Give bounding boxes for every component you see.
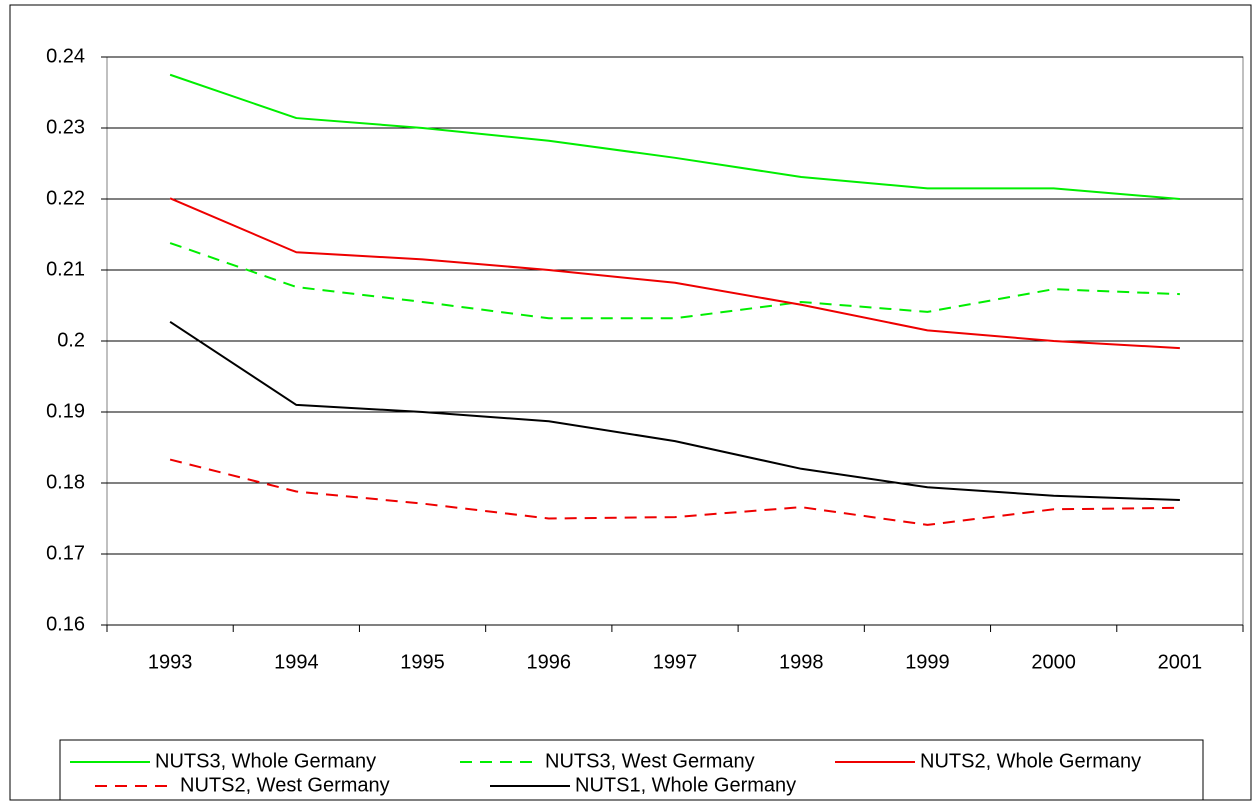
x-tick-label: 1998 [779, 651, 824, 673]
x-tick-label: 1996 [527, 651, 572, 673]
y-tick-label: 0.19 [46, 400, 85, 422]
x-tick-label: 2000 [1031, 651, 1076, 673]
legend-label: NUTS3, West Germany [545, 750, 755, 772]
y-tick-label: 0.16 [46, 613, 85, 635]
y-tick-label: 0.24 [46, 45, 85, 67]
legend-label: NUTS3, Whole Germany [155, 750, 376, 772]
y-tick-label: 0.2 [57, 329, 85, 351]
x-tick-label: 1995 [400, 651, 445, 673]
x-tick-label: 1997 [653, 651, 698, 673]
y-tick-label: 0.18 [46, 471, 85, 493]
x-tick-label: 1994 [274, 651, 319, 673]
legend-label: NUTS2, West Germany [180, 774, 390, 796]
y-tick-label: 0.22 [46, 187, 85, 209]
y-tick-label: 0.17 [46, 542, 85, 564]
legend-label: NUTS2, Whole Germany [920, 750, 1141, 772]
series-line [169, 197, 1180, 350]
x-tick-label: 1993 [148, 651, 193, 673]
series-line [169, 458, 1180, 526]
y-tick-label: 0.23 [46, 116, 85, 138]
series-line [169, 320, 1180, 502]
legend-label: NUTS1, Whole Germany [575, 774, 796, 796]
x-tick-label: 1999 [905, 651, 950, 673]
y-tick-label: 0.21 [46, 258, 85, 280]
legend-box [59, 739, 1204, 801]
x-tick-label: 2001 [1158, 651, 1203, 673]
series-line [169, 73, 1180, 200]
